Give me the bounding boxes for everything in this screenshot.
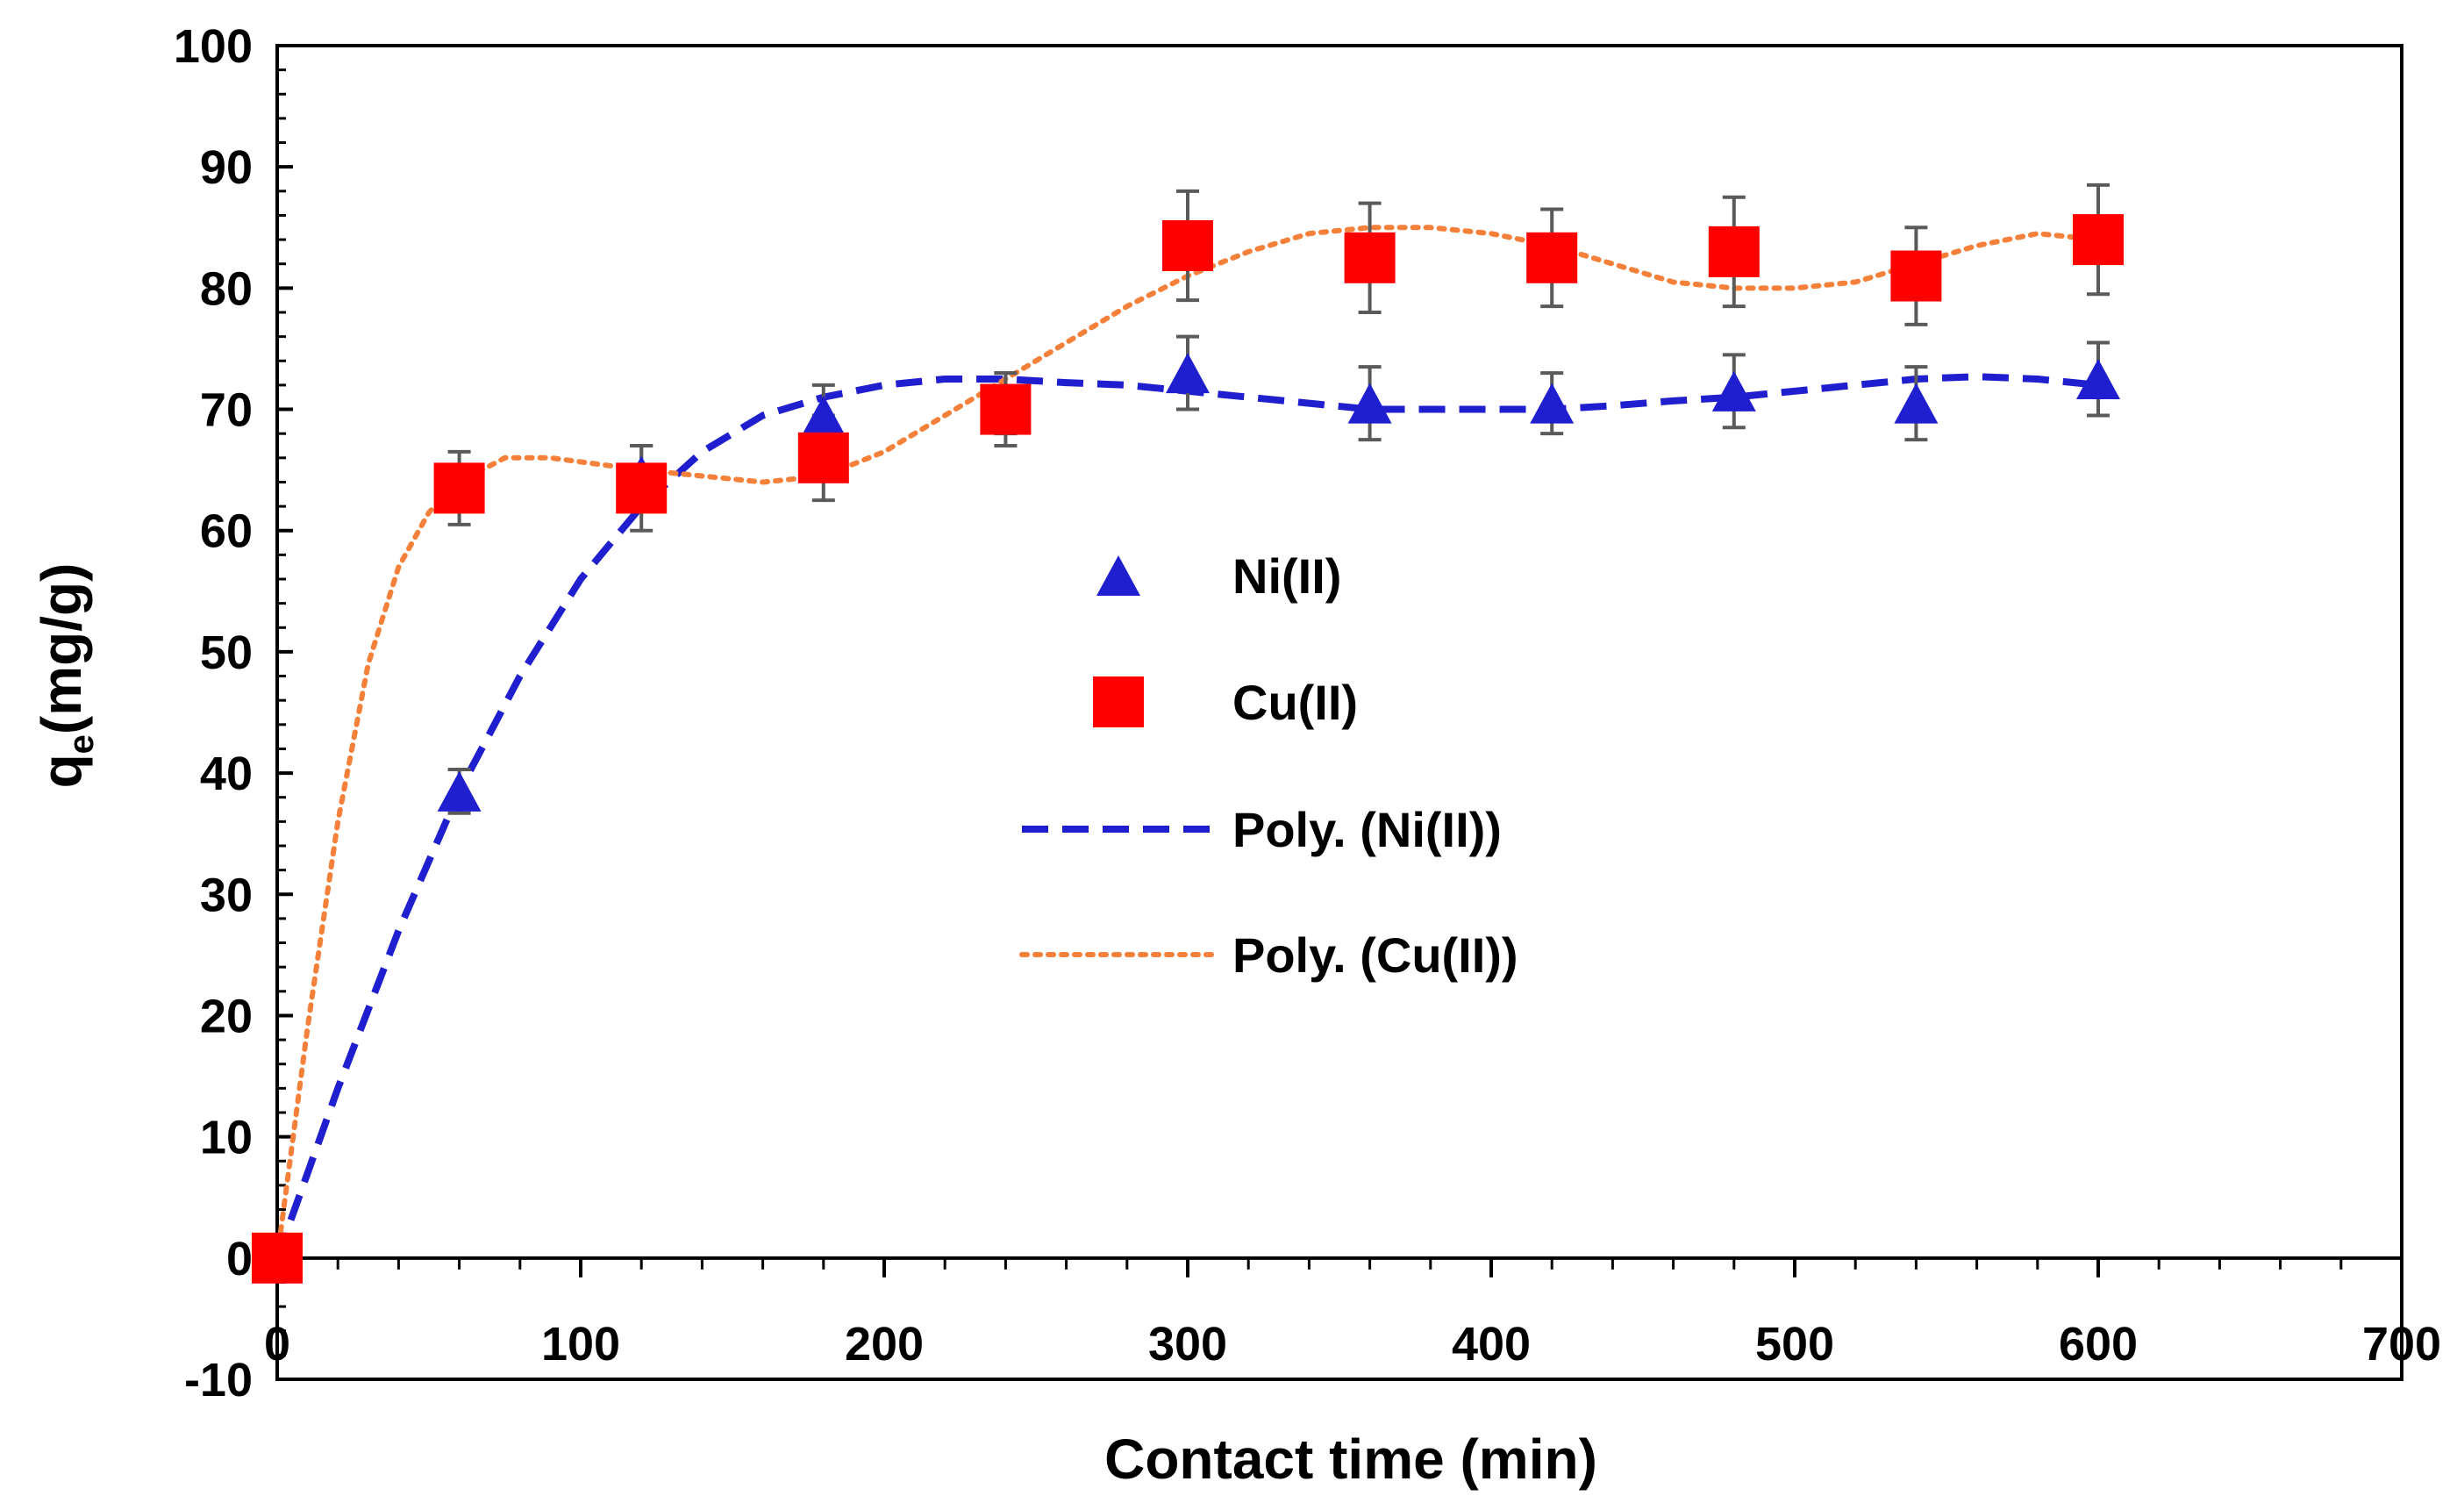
x-tick-label: 400 (1452, 1318, 1531, 1371)
legend-marker-ni (1096, 555, 1140, 596)
x-tick-label: 700 (2362, 1318, 2441, 1371)
data-point-ni (1894, 383, 1939, 424)
y-axis-title-unit: (mg/g) (30, 563, 93, 735)
data-point-cu (1344, 232, 1396, 283)
y-tick-label: 70 (200, 384, 253, 437)
legend: Ni(II) Cu(II) Poly. (Ni(II)) Poly. (Cu(II)) (1019, 548, 1518, 983)
y-tick-label: 20 (200, 990, 253, 1042)
x-tick-label: 0 (264, 1318, 290, 1371)
data-point-cu (616, 462, 668, 514)
y-tick-label: -10 (184, 1354, 253, 1406)
data-point-ni (437, 770, 482, 812)
data-point-cu (1890, 250, 1942, 302)
legend-entry: Ni(II) (1096, 548, 1341, 604)
data-point-cu (2073, 214, 2124, 266)
data-point-ni (801, 395, 846, 436)
x-tick-label: 500 (1755, 1318, 1834, 1371)
y-tick-label: 40 (200, 748, 253, 800)
y-axis-title-subscript: e (62, 734, 101, 754)
legend-entry: Cu(II) (1093, 675, 1358, 730)
data-point-cu (797, 432, 849, 483)
plot-frame (275, 44, 2403, 1381)
x-axis-title: Contact time (min) (1104, 1428, 1597, 1491)
data-point-cu (252, 1232, 303, 1284)
x-tick-label: 100 (541, 1318, 620, 1371)
legend-label: Cu(II) (1232, 675, 1358, 730)
y-tick-label: 90 (200, 141, 253, 194)
y-axis-title-main: q (30, 754, 93, 788)
y-tick-label: 30 (200, 869, 253, 921)
x-tick-label: 600 (2059, 1318, 2138, 1371)
data-point-cu (1526, 232, 1578, 283)
axes (275, 44, 2403, 1381)
legend-entry: Poly. (Cu(II)) (1019, 927, 1518, 983)
x-tick-label: 200 (845, 1318, 924, 1371)
x-tick-label: 300 (1148, 1318, 1227, 1371)
data-point-cu (1708, 225, 1760, 277)
data-point-ni (1166, 353, 1210, 394)
data-markers (252, 214, 2124, 1284)
data-point-cu (1162, 220, 1213, 271)
legend-label: Poly. (Cu(II)) (1232, 927, 1518, 983)
y-tick-label: 100 (174, 20, 253, 73)
legend-label: Poly. (Ni(II)) (1232, 802, 1502, 857)
data-point-ni (1347, 383, 1392, 424)
y-tick-label: 80 (200, 262, 253, 315)
data-point-ni (1530, 383, 1575, 424)
legend-entry: Poly. (Ni(II)) (1022, 802, 1502, 857)
data-point-cu (980, 383, 1032, 435)
legend-marker-cu (1093, 676, 1144, 727)
y-tick-label: 60 (200, 505, 253, 558)
legend-label: Ni(II) (1232, 548, 1341, 604)
data-point-ni (1711, 370, 1756, 412)
y-tick-label: 10 (200, 1112, 253, 1164)
y-tick-label: 0 (226, 1233, 253, 1285)
data-point-cu (433, 462, 485, 514)
y-axis-title: qe(mg/g) (30, 563, 101, 789)
data-point-ni (2076, 359, 2120, 399)
y-tick-label: 50 (200, 626, 253, 679)
